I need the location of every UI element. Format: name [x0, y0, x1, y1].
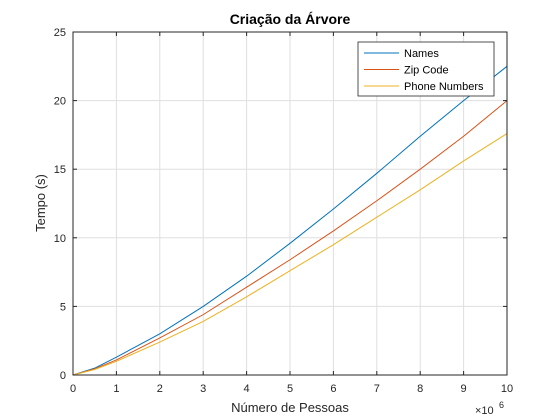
y-tick-label: 0 [60, 370, 66, 382]
x-tick-label: 9 [461, 383, 467, 395]
chart-title: Criação da Árvore [230, 11, 351, 27]
legend: Names Zip Code Phone Numbers [357, 41, 495, 97]
x-tick-label: 5 [287, 383, 293, 395]
y-tick-labels: 0 5 10 15 20 25 [54, 27, 66, 382]
series-line-3 [72, 133, 508, 376]
x-tick-label: 4 [244, 383, 250, 395]
grid [73, 32, 507, 375]
x-tick-label: 6 [330, 383, 336, 395]
x-tick-labels: 0 1 2 3 4 5 6 7 8 9 10 [70, 383, 513, 395]
x-tick-label: 0 [70, 383, 76, 395]
x-tick-label: 8 [417, 383, 423, 395]
x-tick-label: 1 [113, 383, 119, 395]
legend-label: Zip Code [404, 65, 449, 77]
y-tick-label: 10 [54, 233, 66, 245]
x-exponent-base: ×10 [475, 405, 494, 417]
x-tick-label: 3 [200, 383, 206, 395]
x-tick-label: 10 [501, 383, 513, 395]
series-line-2 [72, 100, 508, 376]
y-tick-label: 25 [54, 27, 66, 39]
ticks [72, 31, 508, 376]
series-line-1 [72, 65, 508, 376]
x-axis-label: Número de Pessoas [231, 400, 349, 415]
x-tick-label: 7 [374, 383, 380, 395]
x-tick-label: 2 [157, 383, 163, 395]
y-axis-label: Tempo (s) [33, 174, 48, 232]
x-exponent-power: 6 [499, 400, 504, 410]
legend-label: Phone Numbers [404, 81, 484, 93]
y-tick-label: 15 [54, 164, 66, 176]
series-lines [72, 65, 508, 376]
y-tick-label: 5 [60, 301, 66, 313]
y-tick-label: 20 [54, 96, 66, 108]
legend-label: Names [404, 48, 439, 60]
